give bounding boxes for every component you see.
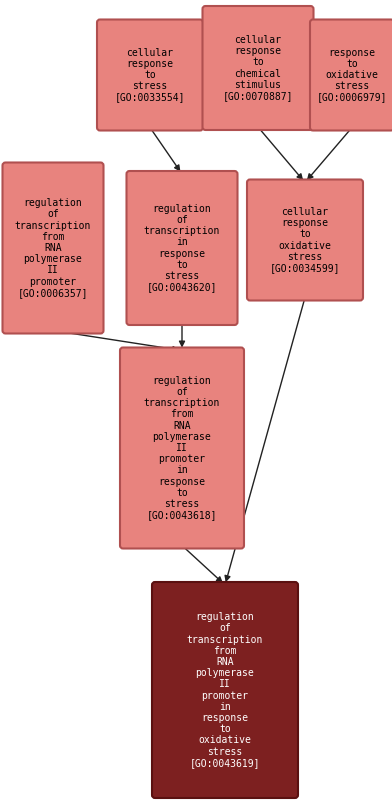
FancyBboxPatch shape	[97, 19, 203, 131]
FancyBboxPatch shape	[2, 162, 103, 334]
Text: cellular
response
to
oxidative
stress
[GO:0034599]: cellular response to oxidative stress [G…	[270, 207, 340, 273]
FancyBboxPatch shape	[310, 19, 392, 131]
FancyBboxPatch shape	[127, 171, 238, 325]
Text: regulation
of
transcription
from
RNA
polymerase
II
promoter
in
response
to
stres: regulation of transcription from RNA pol…	[144, 376, 220, 520]
Text: response
to
oxidative
stress
[GO:0006979]: response to oxidative stress [GO:0006979…	[317, 48, 387, 103]
FancyBboxPatch shape	[247, 179, 363, 301]
Text: cellular
response
to
stress
[GO:0033554]: cellular response to stress [GO:0033554]	[115, 48, 185, 103]
Text: cellular
response
to
chemical
stimulus
[GO:0070887]: cellular response to chemical stimulus […	[223, 35, 293, 101]
FancyBboxPatch shape	[120, 347, 244, 549]
Text: regulation
of
transcription
from
RNA
polymerase
II
promoter
in
response
to
oxida: regulation of transcription from RNA pol…	[187, 612, 263, 768]
Text: regulation
of
transcription
from
RNA
polymerase
II
promoter
[GO:0006357]: regulation of transcription from RNA pol…	[15, 198, 91, 298]
FancyBboxPatch shape	[152, 582, 298, 798]
Text: regulation
of
transcription
in
response
to
stress
[GO:0043620]: regulation of transcription in response …	[144, 204, 220, 292]
FancyBboxPatch shape	[203, 6, 314, 130]
